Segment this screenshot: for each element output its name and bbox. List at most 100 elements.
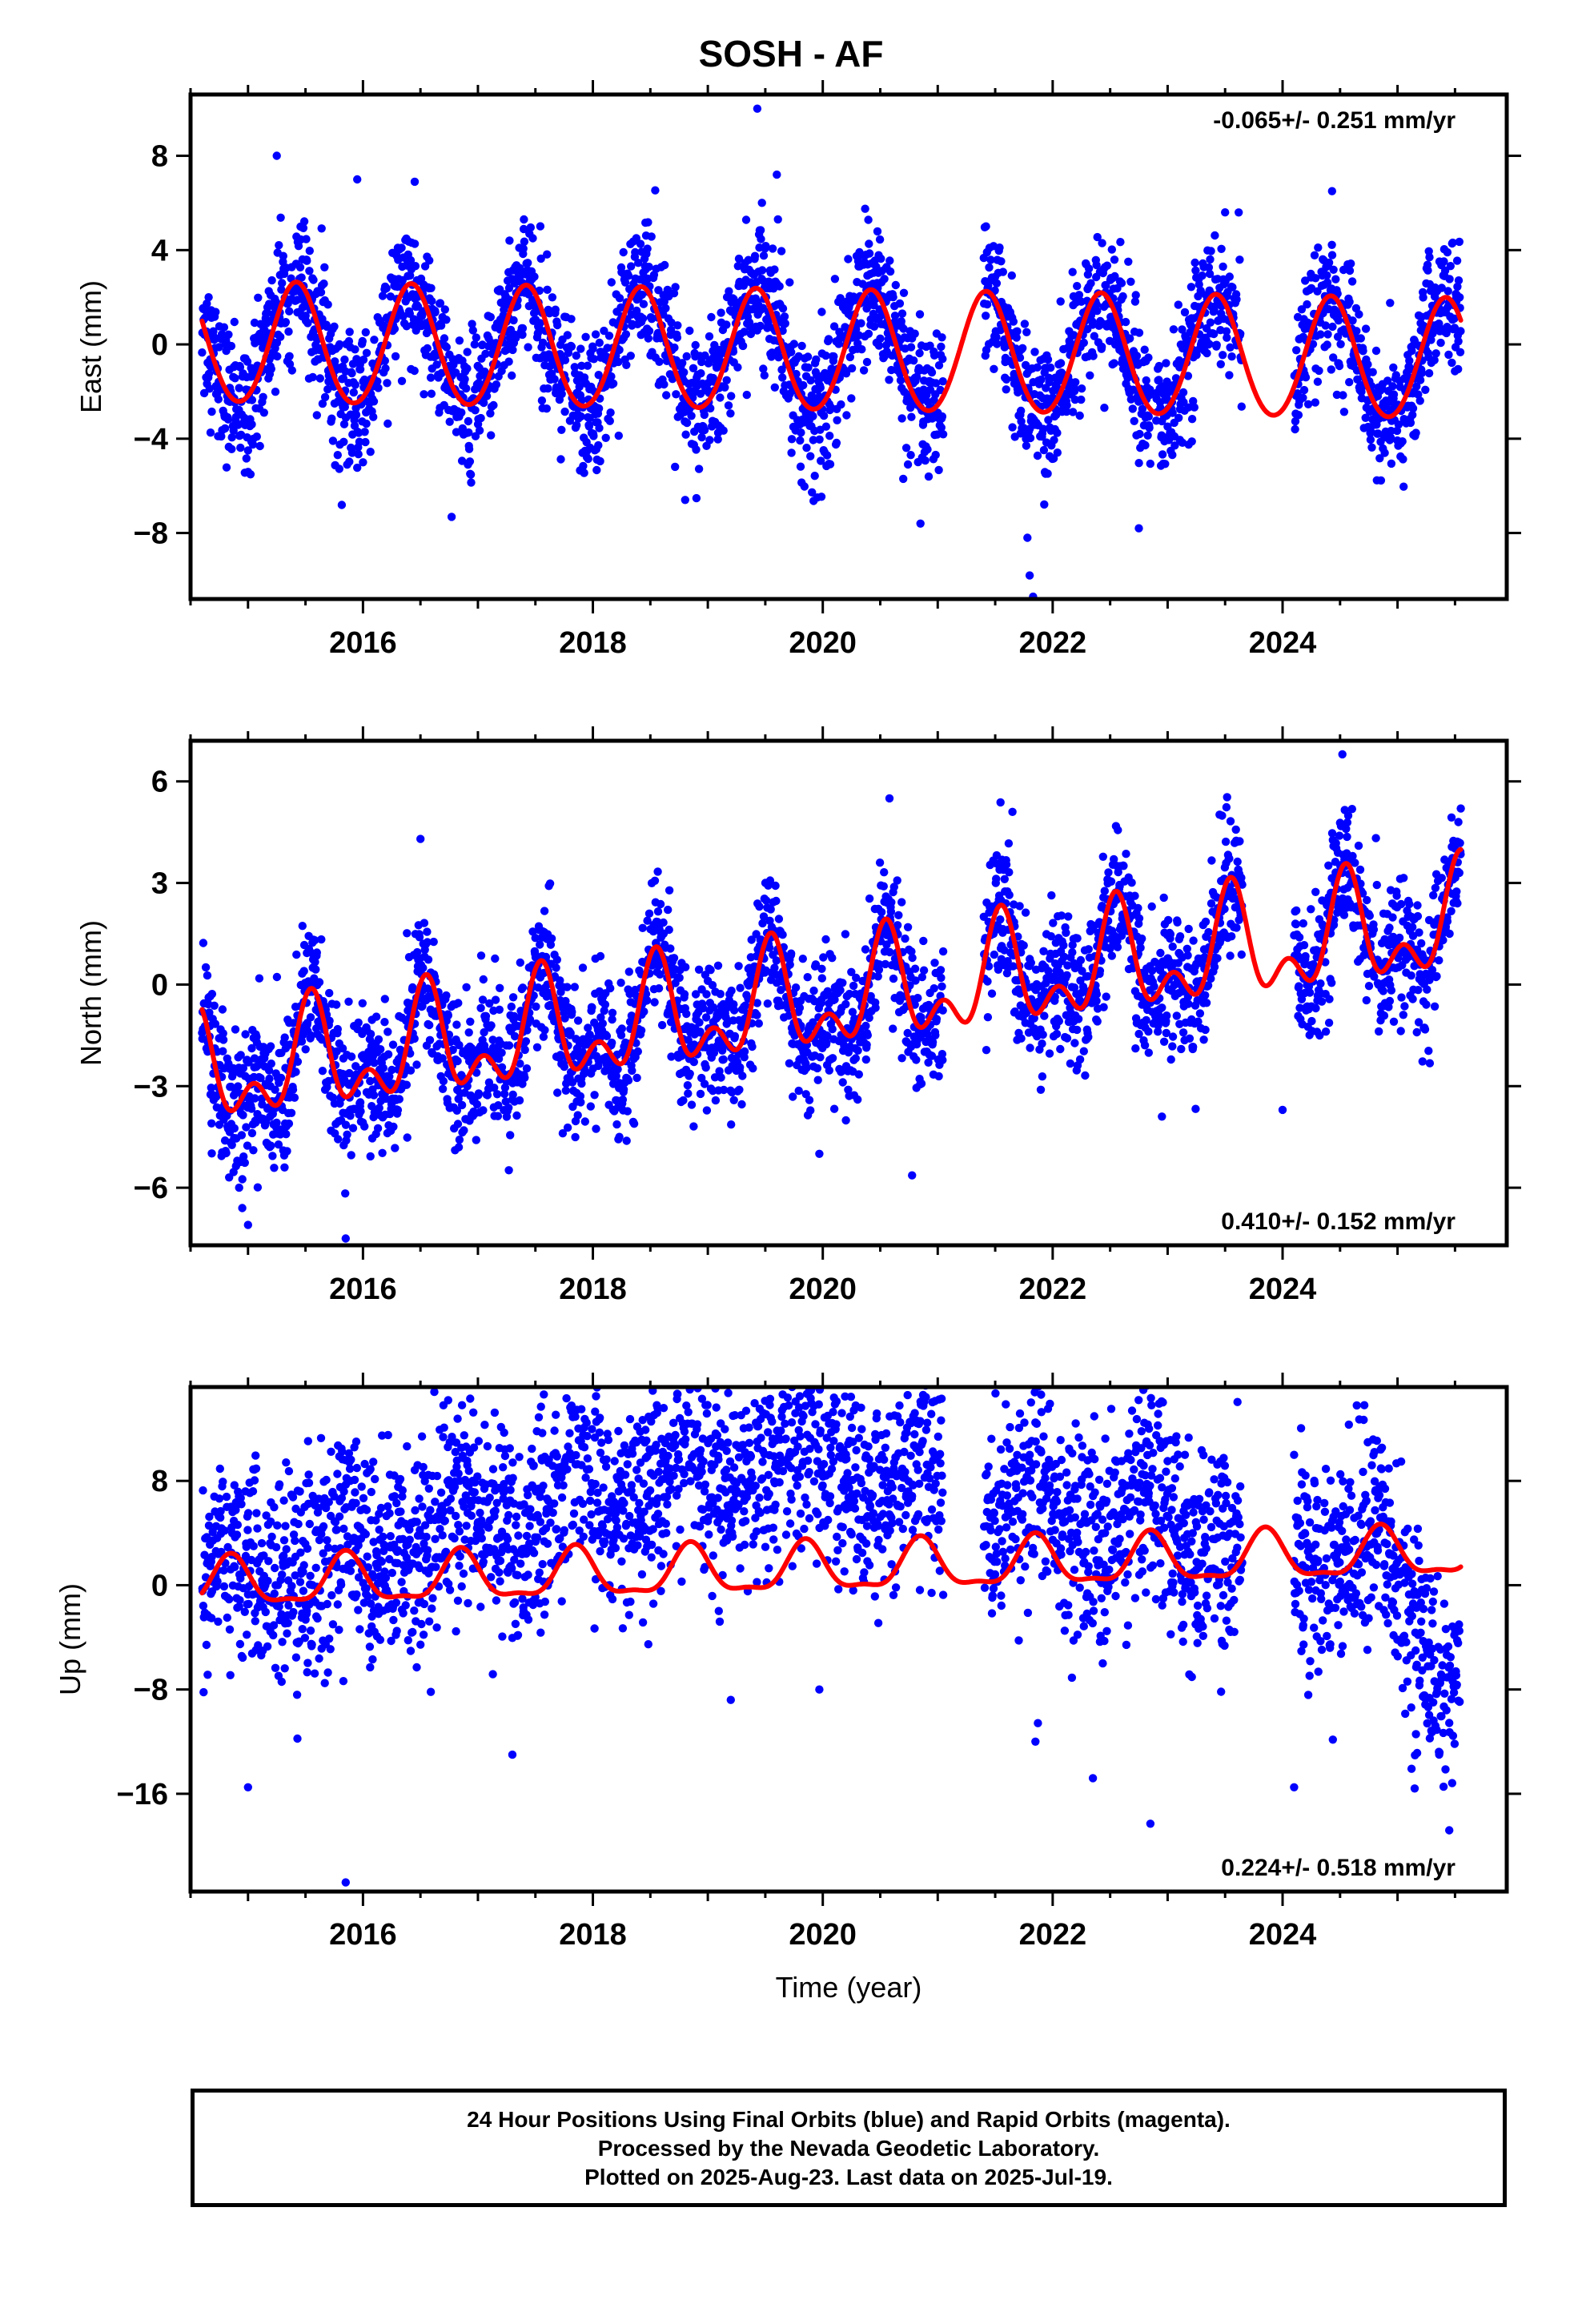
data-point xyxy=(290,1093,299,1102)
data-point xyxy=(908,1171,917,1180)
data-point xyxy=(280,1163,289,1172)
data-point xyxy=(1386,299,1395,308)
data-point xyxy=(857,345,866,354)
data-point xyxy=(678,359,687,368)
data-point xyxy=(749,1063,757,1073)
data-point xyxy=(992,279,1002,287)
data-point xyxy=(252,432,261,441)
data-point xyxy=(548,293,557,302)
data-point xyxy=(685,1069,694,1079)
data-point xyxy=(556,455,565,464)
data-point xyxy=(632,1073,641,1083)
data-point xyxy=(380,356,389,365)
data-point xyxy=(744,255,753,264)
data-point xyxy=(399,312,408,320)
data-point xyxy=(873,972,882,981)
data-point xyxy=(841,930,850,939)
data-point xyxy=(921,456,930,465)
data-point xyxy=(697,432,706,442)
data-point xyxy=(1327,365,1336,374)
data-point xyxy=(853,1095,862,1104)
data-point xyxy=(536,254,545,263)
data-point xyxy=(727,392,736,400)
data-point xyxy=(681,496,689,505)
data-point xyxy=(419,963,428,972)
data-point xyxy=(366,1076,375,1086)
data-point xyxy=(737,1100,746,1109)
data-point xyxy=(497,1063,507,1072)
data-point xyxy=(604,332,614,340)
data-point xyxy=(869,322,879,331)
data-point xyxy=(624,1076,633,1085)
data-point xyxy=(1219,351,1227,360)
data-point xyxy=(915,310,925,319)
data-point xyxy=(1002,375,1011,384)
data-point xyxy=(525,1015,535,1024)
data-point xyxy=(287,366,296,375)
data-point xyxy=(711,1096,721,1105)
data-point xyxy=(536,940,544,949)
data-point xyxy=(685,326,694,336)
data-point xyxy=(901,934,909,943)
data-point xyxy=(1198,271,1207,280)
data-point xyxy=(1303,400,1313,408)
data-point xyxy=(1327,251,1337,259)
data-point xyxy=(560,1062,568,1072)
data-point xyxy=(1205,269,1215,279)
data-point xyxy=(673,321,682,330)
data-point xyxy=(1146,385,1154,394)
data-point xyxy=(982,300,992,309)
data-point xyxy=(804,363,813,372)
data-point xyxy=(932,1015,942,1023)
data-point xyxy=(810,472,819,480)
data-point xyxy=(448,1045,457,1055)
data-point xyxy=(508,345,517,355)
data-point xyxy=(320,263,329,271)
data-point xyxy=(817,964,826,974)
data-point xyxy=(684,1035,693,1044)
data-point xyxy=(1446,262,1456,271)
data-point xyxy=(1219,262,1227,271)
data-point xyxy=(584,422,594,431)
data-point xyxy=(1184,403,1193,412)
data-point xyxy=(886,907,896,916)
data-point xyxy=(1323,330,1332,339)
data-point xyxy=(563,1123,572,1132)
data-point xyxy=(774,352,784,361)
data-point xyxy=(1332,390,1342,400)
data-point xyxy=(545,879,555,888)
data-point xyxy=(551,305,560,314)
data-point xyxy=(351,1062,360,1071)
data-point xyxy=(576,1098,585,1107)
data-point xyxy=(615,1132,624,1141)
data-point xyxy=(1030,348,1039,356)
data-point xyxy=(1399,482,1408,491)
data-point xyxy=(1437,283,1447,292)
data-point xyxy=(1077,384,1086,393)
data-point xyxy=(689,364,698,372)
data-point xyxy=(371,1012,381,1021)
data-point xyxy=(234,1082,243,1091)
data-point xyxy=(1323,340,1331,349)
data-point xyxy=(402,322,412,331)
data-point xyxy=(592,1124,600,1133)
y-tick-label: −4 xyxy=(134,423,168,456)
data-point xyxy=(847,364,857,373)
data-point xyxy=(512,1111,521,1120)
data-point xyxy=(285,360,295,368)
data-point xyxy=(215,343,223,352)
data-point xyxy=(862,357,872,367)
data-point xyxy=(227,1140,236,1150)
data-point xyxy=(567,315,576,324)
data-point xyxy=(930,984,938,993)
data-point xyxy=(518,983,528,992)
data-point xyxy=(608,1080,618,1088)
data-point xyxy=(298,922,307,931)
outlier-point xyxy=(520,215,528,224)
data-point xyxy=(876,334,885,343)
data-point xyxy=(1143,431,1152,440)
data-point xyxy=(271,388,280,396)
data-point xyxy=(644,218,652,227)
data-point xyxy=(877,907,886,917)
data-point xyxy=(455,1136,464,1144)
